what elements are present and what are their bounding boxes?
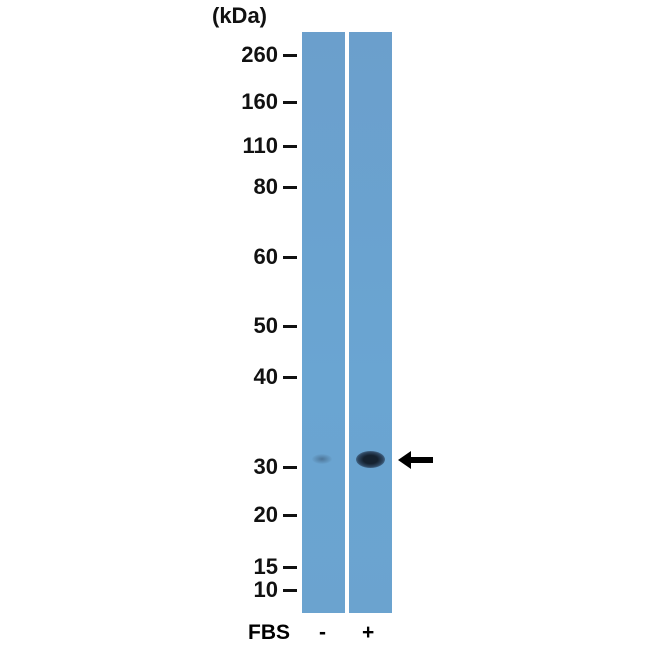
marker-label: 15 xyxy=(253,554,278,579)
lane-2-label: + xyxy=(362,621,375,644)
lane-1-label: - xyxy=(319,621,326,644)
marker-label: 60 xyxy=(253,244,278,269)
left-arrow-icon xyxy=(398,451,433,469)
marker-label: 160 xyxy=(241,89,278,114)
marker-label: 80 xyxy=(253,174,278,199)
marker-label: 30 xyxy=(253,454,278,479)
band-lane-2 xyxy=(356,451,385,468)
marker-tick xyxy=(283,514,297,517)
marker-label: 110 xyxy=(242,133,279,158)
marker-tick xyxy=(283,54,297,57)
band-lane-1 xyxy=(312,454,332,464)
marker-tick xyxy=(283,186,297,189)
marker-tick xyxy=(283,589,297,592)
unit-label: (kDa) xyxy=(212,3,268,28)
marker-label: 50 xyxy=(253,313,278,338)
marker-tick xyxy=(283,256,297,259)
marker-tick xyxy=(283,101,297,104)
lane-2 xyxy=(349,32,392,613)
marker-label: 10 xyxy=(253,577,278,602)
marker-tick xyxy=(283,145,297,148)
condition-label: FBS xyxy=(248,621,290,644)
marker-tick xyxy=(283,466,297,469)
marker-label: 40 xyxy=(253,364,278,389)
lane-1 xyxy=(302,32,345,613)
marker-label: 260 xyxy=(241,42,278,67)
marker-tick xyxy=(283,566,297,569)
marker-tick xyxy=(283,376,297,379)
marker-tick xyxy=(283,325,297,328)
marker-label: 20 xyxy=(253,502,278,527)
